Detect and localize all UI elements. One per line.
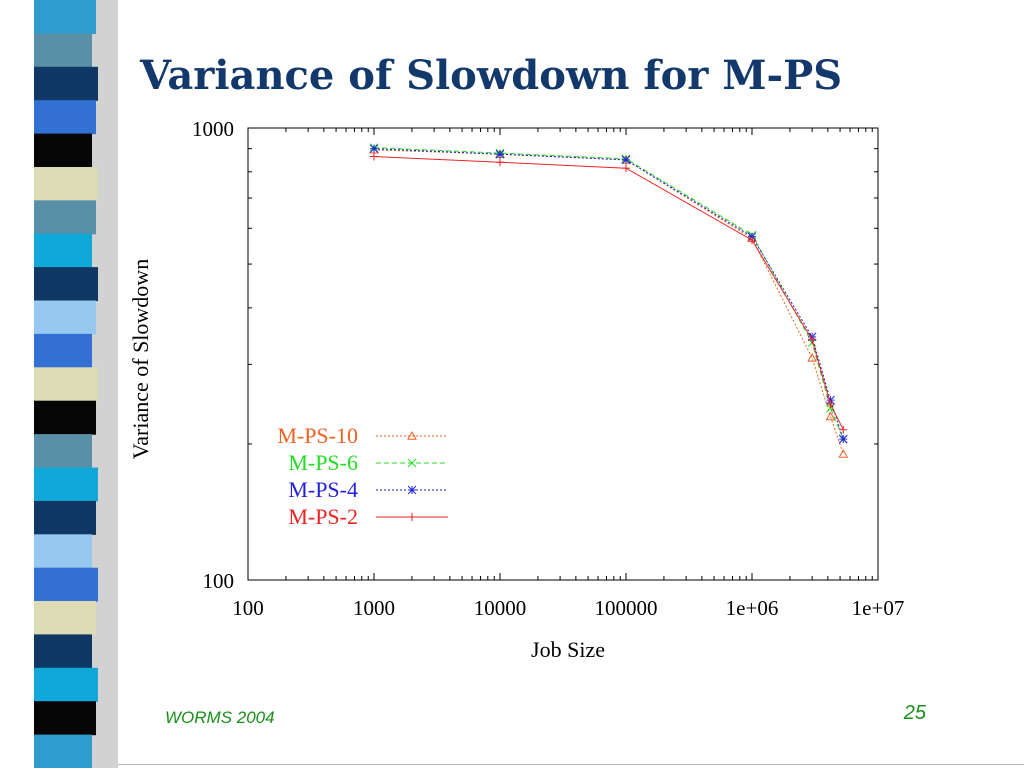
plot-frame (247, 127, 879, 581)
stripe-segment (34, 367, 98, 402)
legend-marker-m-ps-4 (407, 485, 417, 495)
legend-label-m-ps-2: M-PS-2 (288, 504, 358, 529)
x-tick-label: 100000 (595, 596, 658, 620)
stripe-segment (34, 133, 92, 168)
stripe-segment (34, 434, 92, 469)
legend-marker-m-ps-2 (408, 513, 416, 521)
stripe-segment (34, 0, 96, 34)
stripe-segment (34, 634, 92, 669)
series-line-m-ps-4 (373, 148, 844, 440)
data-point-m-ps-2 (808, 335, 817, 344)
stripe-segment (34, 567, 98, 602)
series-line-m-ps-2 (373, 156, 844, 430)
data-point-m-ps-2 (748, 236, 756, 245)
stripe-segment (34, 701, 96, 736)
legend-label-m-ps-4: M-PS-4 (288, 477, 358, 502)
stripe-segment (34, 100, 96, 135)
stripe-segment (34, 267, 98, 302)
legend-label-m-ps-10: M-PS-10 (277, 423, 358, 448)
data-point-m-ps-10 (838, 448, 849, 458)
stripe-segment (34, 200, 96, 235)
chart: 100 1000 10000 100000 1e+06 1e+07 100 1000 Job S… (128, 117, 905, 662)
footer-conference-label: WORMS 2004 (165, 708, 275, 727)
stripe-segment (34, 167, 98, 201)
x-tick-label: 1e+06 (726, 596, 779, 620)
data-point-m-ps-4 (838, 434, 848, 444)
data-point-m-ps-2 (826, 400, 835, 409)
slide-title: Variance of Slowdown for M-PS (140, 52, 843, 99)
page-number: 25 (903, 702, 926, 724)
x-axis-label: Job Size (531, 637, 605, 662)
series-line-m-ps-10 (373, 149, 844, 455)
stripe-segment (34, 300, 96, 335)
stripe-segment (34, 734, 92, 769)
data-point-m-ps-2 (496, 158, 504, 167)
data-point-m-ps-4 (495, 149, 505, 159)
stripe-segment (34, 33, 92, 68)
data-point-m-ps-10 (825, 411, 836, 421)
x-tick-label: 10000 (474, 596, 527, 620)
data-point-m-ps-10 (807, 352, 817, 362)
x-tick-label: 100 (232, 596, 264, 620)
data-point-m-ps-4 (369, 144, 379, 154)
stripe-segment (34, 601, 96, 635)
footer-divider (118, 764, 1024, 765)
legend-marker-m-ps-10 (407, 430, 417, 440)
data-point-m-ps-6 (826, 403, 835, 413)
series-line-m-ps-6 (373, 147, 844, 440)
x-tick-label: 1e+07 (852, 596, 905, 620)
stripe-segment (34, 233, 92, 268)
legend-label-m-ps-6: M-PS-6 (288, 450, 358, 475)
stripe-segment (34, 534, 92, 569)
data-point-m-ps-2 (622, 164, 630, 173)
stripe-segment (34, 66, 98, 101)
data-point-m-ps-2 (370, 152, 378, 161)
legend-marker-m-ps-6 (407, 458, 417, 468)
y-axis-label: Variance of Slowdown (128, 259, 153, 459)
stripe-segment (34, 400, 96, 435)
data-point-m-ps-4 (621, 155, 631, 165)
data-point-m-ps-2 (839, 425, 848, 434)
stripe-segment (34, 333, 92, 368)
stripe-segment (34, 500, 96, 535)
stripe-segment (34, 467, 98, 502)
x-tick-label: 1000 (353, 596, 395, 620)
y-tick-label: 1000 (192, 117, 234, 141)
decorative-stripe-bar (0, 0, 118, 769)
stripe-segment (34, 667, 98, 702)
y-tick-label: 100 (203, 569, 235, 593)
